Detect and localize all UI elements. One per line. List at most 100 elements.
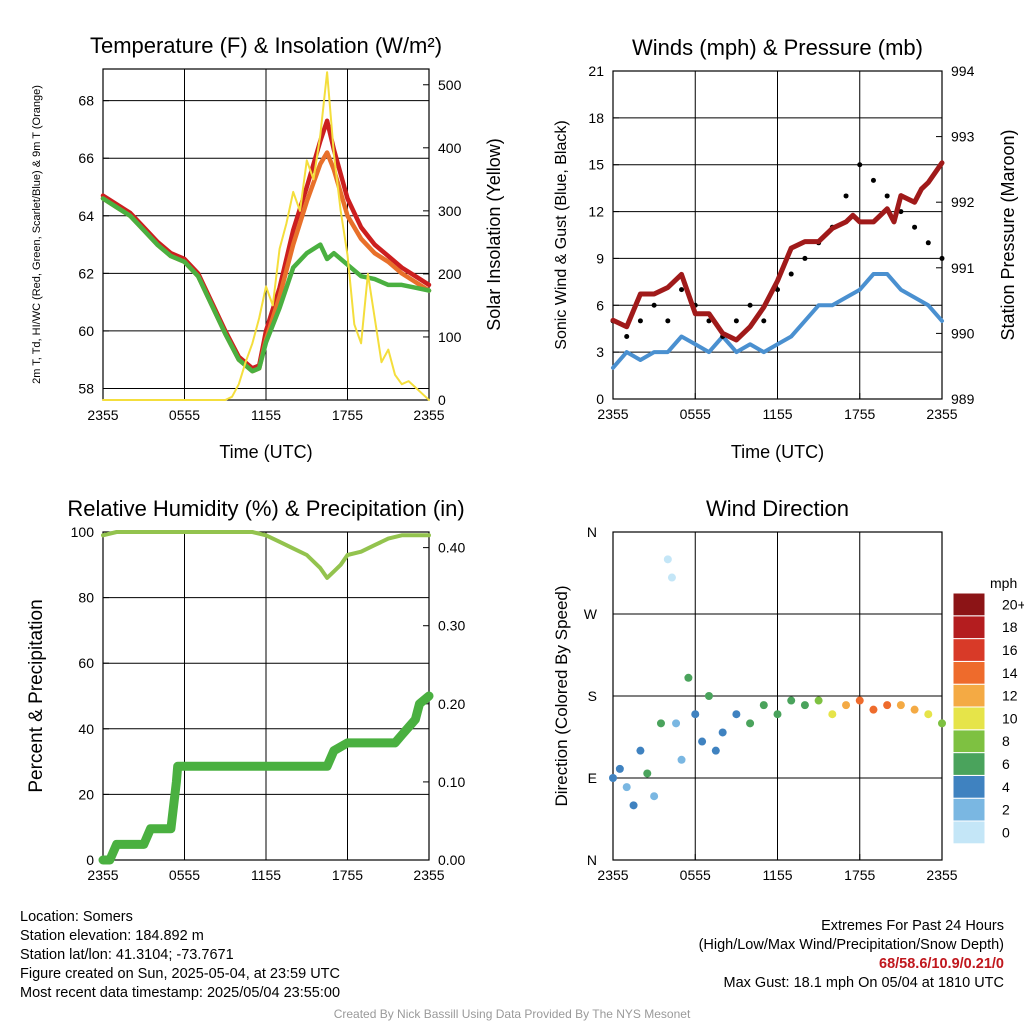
x-tick-label: 0555: [169, 407, 200, 423]
direction-point: [855, 696, 864, 705]
direction-point: [896, 701, 905, 710]
y-tick-label: 40: [78, 721, 94, 737]
direction-point: [883, 701, 892, 710]
y-tick-label: 62: [78, 265, 94, 281]
y-tick-label: 58: [78, 380, 94, 396]
y2-tick-label: 0.40: [438, 540, 465, 556]
legend-label: 0: [1002, 824, 1010, 840]
direction-point: [643, 769, 652, 778]
temperature-insolation-panel: Temperature (F) & Insolation (W/m²) 2355…: [31, 33, 504, 462]
extremes-info: Extremes For Past 24 Hours (High/Low/Max…: [699, 917, 1004, 993]
credit-line: Created By Nick Bassill Using Data Provi…: [333, 1007, 691, 1021]
direction-point: [842, 701, 851, 710]
y-tick-label: 60: [78, 655, 94, 671]
legend-swatch: [952, 660, 986, 685]
legend-swatch: [952, 683, 986, 708]
y-axis-label: Sonic Wind & Gust (Blue, Black): [553, 120, 570, 349]
direction-point: [800, 701, 809, 710]
direction-point: [787, 696, 796, 705]
x-tick-label: 1155: [251, 407, 281, 423]
y-tick-label: 60: [78, 323, 94, 339]
y2-axis-label: Solar Insolation (Yellow): [484, 138, 504, 330]
direction-point: [814, 696, 823, 705]
winds-chart-title: Winds (mph) & Pressure (mb): [632, 35, 923, 60]
y2-axis-label: Station Pressure (Maroon): [998, 129, 1018, 340]
humidity-chart-title: Relative Humidity (%) & Precipitation (i…: [67, 496, 464, 521]
max-gust: Max Gust: 18.1 mph On 05/04 at 1810 UTC: [723, 975, 1004, 991]
y-tick-label: 9: [596, 250, 604, 266]
extremes-values: 68/58.6/10.9/0.21/0: [879, 956, 1004, 972]
y-tick-label: 80: [78, 590, 94, 606]
legend-swatch: [952, 729, 986, 754]
y-tick-label: N: [587, 852, 597, 868]
direction-point: [667, 573, 676, 582]
direction-point: [718, 728, 727, 737]
direction-point: [677, 755, 686, 764]
gust-point: [624, 334, 630, 340]
legend-label: 4: [1002, 779, 1010, 795]
gust-point: [912, 224, 918, 230]
gust-point: [857, 162, 863, 168]
recent-timestamp: Most recent data timestamp: 2025/05/04 2…: [20, 985, 341, 1001]
gust-point: [651, 302, 657, 308]
x-tick-label: 2355: [87, 407, 118, 423]
direction-point: [656, 719, 665, 728]
y2-tick-label: 100: [438, 329, 462, 345]
y-tick-label: 12: [588, 204, 604, 220]
series-solar-insolation-line: [102, 71, 430, 401]
gust-point: [733, 318, 739, 324]
x-axis-label: Time (UTC): [219, 442, 312, 462]
direction-point: [622, 783, 631, 792]
x-tick-label: 0555: [680, 406, 711, 422]
legend-label: 14: [1002, 665, 1018, 681]
direction-point: [684, 673, 693, 682]
y-tick-label: W: [584, 606, 598, 622]
extremes-title: Extremes For Past 24 Hours: [821, 918, 1004, 934]
x-tick-label: 2355: [413, 407, 444, 423]
station-info: Location: Somers Station elevation: 184.…: [20, 908, 340, 1003]
gust-point: [637, 318, 643, 324]
y-tick-label: 21: [588, 63, 604, 79]
series-sonic-wind-line: [611, 272, 944, 370]
y2-tick-label: 994: [951, 63, 975, 79]
x-tick-label: 1155: [251, 867, 281, 883]
y2-tick-label: 0.30: [438, 618, 465, 634]
gust-point: [802, 255, 808, 261]
direction-point: [746, 719, 755, 728]
y2-tick-label: 0.00: [438, 852, 465, 868]
gust-point: [939, 255, 945, 261]
y-axis-label: 2m T, Td, HI/WC (Red, Green, Scarlet/Blu…: [31, 85, 43, 384]
legend-title: mph: [990, 575, 1017, 591]
legend-swatch: [952, 706, 986, 731]
legend-label: 2: [1002, 802, 1010, 818]
direction-point: [711, 746, 720, 755]
direction-point: [759, 701, 768, 710]
y-tick-label: 68: [78, 93, 94, 109]
x-tick-label: 2355: [597, 406, 628, 422]
y-tick-label: 15: [588, 157, 604, 173]
y-tick-label: 100: [71, 524, 95, 540]
series-relative-humidity-line: [101, 530, 431, 580]
direction-point: [650, 792, 659, 801]
legend-swatch: [952, 774, 986, 799]
legend-swatch: [952, 592, 986, 617]
gust-point: [925, 240, 931, 246]
x-tick-label: 1155: [762, 867, 792, 883]
y2-tick-label: 500: [438, 77, 462, 93]
gust-point: [747, 302, 753, 308]
legend-swatch: [952, 615, 986, 640]
y2-tick-label: 400: [438, 140, 462, 156]
legend-label: 16: [1002, 642, 1018, 658]
y2-tick-label: 993: [951, 129, 975, 145]
direction-point: [938, 719, 946, 728]
series-2m-td-line: [100, 196, 432, 374]
y2-tick-label: 0.10: [438, 774, 465, 790]
direction-point: [609, 774, 617, 782]
x-tick-label: 1755: [844, 406, 875, 422]
x-tick-label: 2355: [87, 867, 118, 883]
direction-point: [773, 710, 782, 719]
station-latlon: Station lat/lon: 41.3104; -73.7671: [20, 947, 234, 963]
direction-point: [663, 555, 672, 564]
direction-point: [636, 746, 645, 755]
y-tick-label: 66: [78, 150, 94, 166]
